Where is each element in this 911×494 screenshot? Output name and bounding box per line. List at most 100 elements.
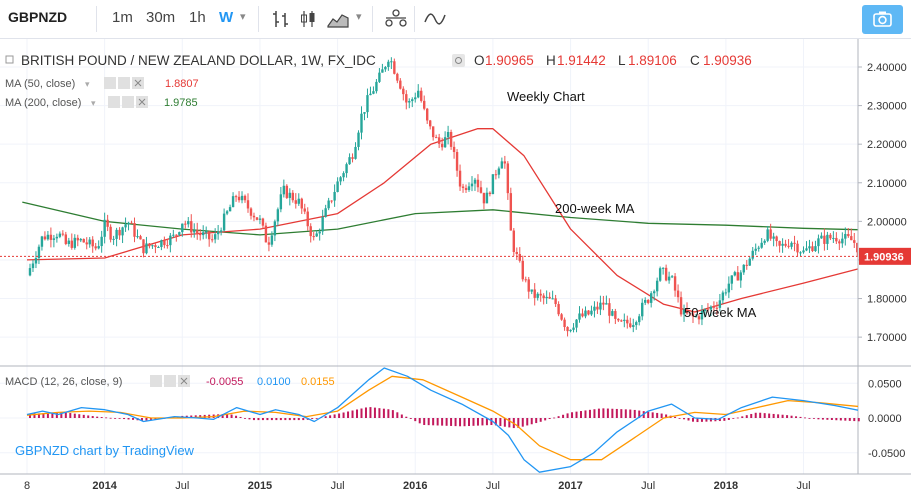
time-axis[interactable]: 8 2014 Jul 2015 Jul 2016 Jul 2017 Jul 2018 Jul [24,480,811,492]
macd-histogram-bar [826,418,829,420]
candle [649,291,653,308]
candle [246,193,250,213]
macd-axis[interactable]: 0.0500 0.0000 -0.0500 [868,378,905,460]
snapshot-button[interactable] [862,5,903,34]
candle [375,79,378,94]
candle [267,236,271,252]
area-style-icon[interactable] [327,9,349,29]
symbol-search[interactable]: GBPNZD [8,9,68,25]
chart-area[interactable]: 2.400002.300002.200002.100002.000001.900… [0,39,911,494]
indicators-icon[interactable] [424,10,446,28]
macd-line-value: 0.0100 [257,376,291,388]
candle [145,236,148,255]
ma50-close-icon[interactable] [132,77,144,89]
candle [420,87,423,103]
candle [363,112,366,121]
candle [142,239,145,258]
candle [506,161,510,200]
candle [136,229,139,239]
macd-close-icon[interactable] [178,375,190,387]
macd-eye-icon[interactable] [150,375,162,387]
macd-histogram-bar [781,414,784,418]
candle [130,220,133,224]
ma200-eye-icon[interactable] [108,96,120,108]
macd-histogram-bar [490,418,493,426]
high-value: 1.91442 [557,53,606,68]
candle [536,292,539,301]
candle [315,230,318,238]
candle-style-icon[interactable] [298,9,318,29]
candle [303,203,306,215]
macd-histogram-bar [557,416,560,418]
candle [163,236,166,249]
candle [787,239,790,249]
ma200-settings-icon[interactable] [122,96,134,108]
macd-histogram-bar [96,416,99,418]
candle [808,239,811,253]
macd-histogram-bar [87,415,90,418]
candle [34,251,38,269]
last-price-label: 1.90936 [864,251,904,263]
time-tick-label: 2017 [558,480,582,492]
candle [408,98,411,109]
series-settings-icon[interactable] [452,54,465,67]
candle [452,141,456,159]
candle [288,188,292,206]
macd-settings-icon[interactable] [164,375,176,387]
candle [605,295,608,305]
macd-histogram-bar [284,418,287,421]
interval-1h[interactable]: 1h [189,9,206,26]
candle [626,315,629,329]
bar-style-icon[interactable] [271,9,291,29]
candle [333,184,336,207]
interval-1m[interactable]: 1m [112,9,133,26]
macd-histogram-bar [812,418,815,419]
candle [488,191,492,197]
ma200-chevron-down-icon[interactable]: ▾ [91,98,96,108]
macd-histogram-bar [544,418,547,421]
macd-histogram-bar [248,418,251,420]
macd-histogram-bar [830,418,833,421]
ma50-line [26,128,863,313]
macd-histogram-bar [521,418,524,427]
macd-histogram-bar [194,415,197,418]
ma50-settings-icon[interactable] [118,77,130,89]
macd-histogram-bar [409,418,412,419]
macd-histogram-bar [288,418,291,421]
candle [823,228,826,251]
macd-histogram-bar [244,418,247,419]
candle [685,302,689,315]
candle [440,137,444,151]
high-label: H [546,53,556,68]
candle [423,95,426,111]
macd-histogram-bar [839,418,842,421]
compare-icon[interactable] [384,7,408,29]
macd-histogram-bar [709,418,712,422]
macd-histogram-bar [64,412,67,418]
candle [560,312,563,321]
candle [58,231,62,239]
chart-style-chevron-down-icon[interactable]: ▾ [356,11,362,23]
collapse-legend-icon[interactable] [5,55,14,64]
ma50-eye-icon[interactable] [104,77,116,89]
macd-histogram-bar [494,418,497,426]
candle [527,276,530,299]
interval-w[interactable]: W [219,9,234,26]
candle [378,68,381,83]
interval-chevron-down-icon[interactable]: ▾ [240,11,246,23]
candle [46,231,50,241]
ma200-close-icon[interactable] [136,96,148,108]
candle [414,92,417,103]
interval-30m[interactable]: 30m [146,9,176,26]
macd-histogram-bar [795,416,798,418]
candle [515,247,518,260]
macd-histogram-bar [441,418,444,426]
candle [856,242,859,257]
ma50-chevron-down-icon[interactable]: ▾ [85,79,90,89]
macd-histogram-bar [405,416,408,418]
macd-histogram-bar [508,418,511,428]
candle [530,289,533,295]
macd-line [26,367,858,473]
candle [446,125,450,145]
candle [647,299,650,305]
